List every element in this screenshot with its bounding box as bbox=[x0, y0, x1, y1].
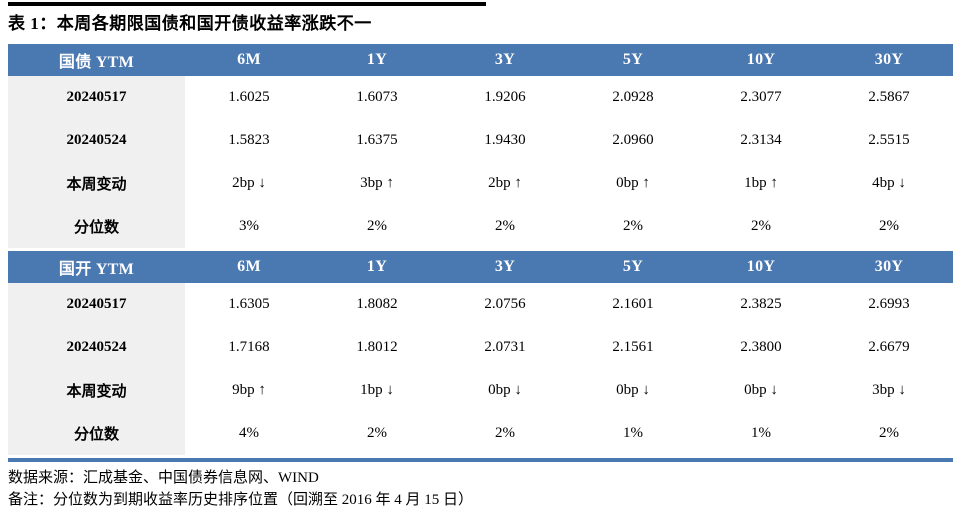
cell: 1.5823 bbox=[228, 132, 270, 148]
cell: 0bp ↓ bbox=[616, 382, 650, 398]
cell: 0bp ↑ bbox=[616, 175, 650, 191]
cell: 2.5867 bbox=[868, 89, 910, 105]
table-bottom-rule bbox=[8, 458, 953, 462]
cell: 2.3825 bbox=[740, 296, 782, 312]
cell: 2.1561 bbox=[612, 339, 654, 355]
column-header-1y: 1Y bbox=[366, 51, 388, 68]
row-label: 20240517 bbox=[8, 283, 185, 326]
cell: 2% bbox=[879, 218, 899, 234]
cell: 1% bbox=[751, 425, 771, 441]
row-label: 20240524 bbox=[8, 326, 185, 369]
section-title: 国开 YTM bbox=[58, 261, 135, 278]
table-title: 表 1：本周各期限国债和国开债收益率涨跌不一 bbox=[8, 14, 372, 33]
column-header-10y: 10Y bbox=[746, 51, 776, 68]
cell: 1.6375 bbox=[356, 132, 398, 148]
cell: 1.9430 bbox=[484, 132, 526, 148]
column-header-5y: 5Y bbox=[622, 51, 644, 68]
cell: 0bp ↓ bbox=[744, 382, 778, 398]
cell: 2.3800 bbox=[740, 339, 782, 355]
table-row: 分位数 3% 2% 2% 2% 2% 2% bbox=[8, 205, 953, 248]
cell: 1.9206 bbox=[484, 89, 526, 105]
cell: 1.6025 bbox=[228, 89, 270, 105]
cell: 3% bbox=[239, 218, 259, 234]
column-header-1y: 1Y bbox=[366, 258, 388, 275]
cell: 2.0731 bbox=[484, 339, 526, 355]
table-row: 分位数 4% 2% 2% 1% 1% 2% bbox=[8, 412, 953, 455]
cell: 1.8082 bbox=[356, 296, 398, 312]
column-header-10y: 10Y bbox=[746, 258, 776, 275]
cell: 3bp ↑ bbox=[360, 175, 394, 191]
cell: 2.0756 bbox=[484, 296, 526, 312]
cell: 2.6679 bbox=[868, 339, 910, 355]
cell: 2.6993 bbox=[868, 296, 910, 312]
cell: 2.5515 bbox=[868, 132, 910, 148]
table-row: 20240524 1.7168 1.8012 2.0731 2.1561 2.3… bbox=[8, 326, 953, 369]
row-label: 20240517 bbox=[8, 76, 185, 119]
cell: 9bp ↑ bbox=[232, 382, 266, 398]
row-label: 分位数 bbox=[8, 412, 185, 455]
column-header-3y: 3Y bbox=[494, 258, 516, 275]
cell: 2.0960 bbox=[612, 132, 654, 148]
title-top-rule bbox=[8, 2, 486, 6]
cell: 4bp ↓ bbox=[872, 175, 906, 191]
row-label: 20240524 bbox=[8, 119, 185, 162]
cell: 1.6073 bbox=[356, 89, 398, 105]
cell: 2% bbox=[879, 425, 899, 441]
table-footnotes: 数据来源：汇成基金、中国债券信息网、WIND 备注：分位数为到期收益率历史排序位… bbox=[8, 467, 953, 511]
table-row: 本周变动 9bp ↑ 1bp ↓ 0bp ↓ 0bp ↓ 0bp ↓ 3bp ↓ bbox=[8, 369, 953, 412]
cell: 4% bbox=[239, 425, 259, 441]
cell: 3bp ↓ bbox=[872, 382, 906, 398]
column-header-30y: 30Y bbox=[874, 258, 904, 275]
cell: 1.7168 bbox=[228, 339, 270, 355]
data-source-note: 数据来源：汇成基金、中国债券信息网、WIND bbox=[8, 470, 319, 486]
column-header-5y: 5Y bbox=[622, 258, 644, 275]
yield-table: 国债 YTM 6M 1Y 3Y 5Y 10Y 30Y 20240517 1.60… bbox=[8, 44, 953, 462]
cell: 2bp ↓ bbox=[232, 175, 266, 191]
row-label: 本周变动 bbox=[8, 162, 185, 205]
row-label: 本周变动 bbox=[8, 369, 185, 412]
cell: 2% bbox=[495, 218, 515, 234]
table-row: 20240517 1.6025 1.6073 1.9206 2.0928 2.3… bbox=[8, 76, 953, 119]
cell: 2% bbox=[495, 425, 515, 441]
cell: 1bp ↓ bbox=[360, 382, 394, 398]
remark-note: 备注：分位数为到期收益率历史排序位置（回溯至 2016 年 4 月 15 日） bbox=[8, 492, 474, 508]
cell: 2.3134 bbox=[740, 132, 782, 148]
cell: 2.1601 bbox=[612, 296, 654, 312]
column-header-6m: 6M bbox=[237, 258, 261, 275]
cell: 2% bbox=[367, 218, 387, 234]
table-row: 本周变动 2bp ↓ 3bp ↑ 2bp ↑ 0bp ↑ 1bp ↑ 4bp ↓ bbox=[8, 162, 953, 205]
section-header-row-cdb: 国开 YTM 6M 1Y 3Y 5Y 10Y 30Y bbox=[8, 251, 953, 283]
cell: 1% bbox=[623, 425, 643, 441]
row-label: 分位数 bbox=[8, 205, 185, 248]
section-divider bbox=[8, 248, 953, 251]
cell: 2bp ↑ bbox=[488, 175, 522, 191]
cell: 0bp ↓ bbox=[488, 382, 522, 398]
cell: 1.8012 bbox=[356, 339, 398, 355]
cell: 2.3077 bbox=[740, 89, 782, 105]
column-header-6m: 6M bbox=[237, 51, 261, 68]
section-title: 国债 YTM bbox=[58, 54, 135, 71]
table-row: 20240517 1.6305 1.8082 2.0756 2.1601 2.3… bbox=[8, 283, 953, 326]
section-header-row-treasury: 国债 YTM 6M 1Y 3Y 5Y 10Y 30Y bbox=[8, 44, 953, 76]
cell: 1bp ↑ bbox=[744, 175, 778, 191]
column-header-30y: 30Y bbox=[874, 51, 904, 68]
cell: 2% bbox=[367, 425, 387, 441]
table-row: 20240524 1.5823 1.6375 1.9430 2.0960 2.3… bbox=[8, 119, 953, 162]
cell: 1.6305 bbox=[228, 296, 270, 312]
cell: 2.0928 bbox=[612, 89, 654, 105]
cell: 2% bbox=[623, 218, 643, 234]
cell: 2% bbox=[751, 218, 771, 234]
column-header-3y: 3Y bbox=[494, 51, 516, 68]
